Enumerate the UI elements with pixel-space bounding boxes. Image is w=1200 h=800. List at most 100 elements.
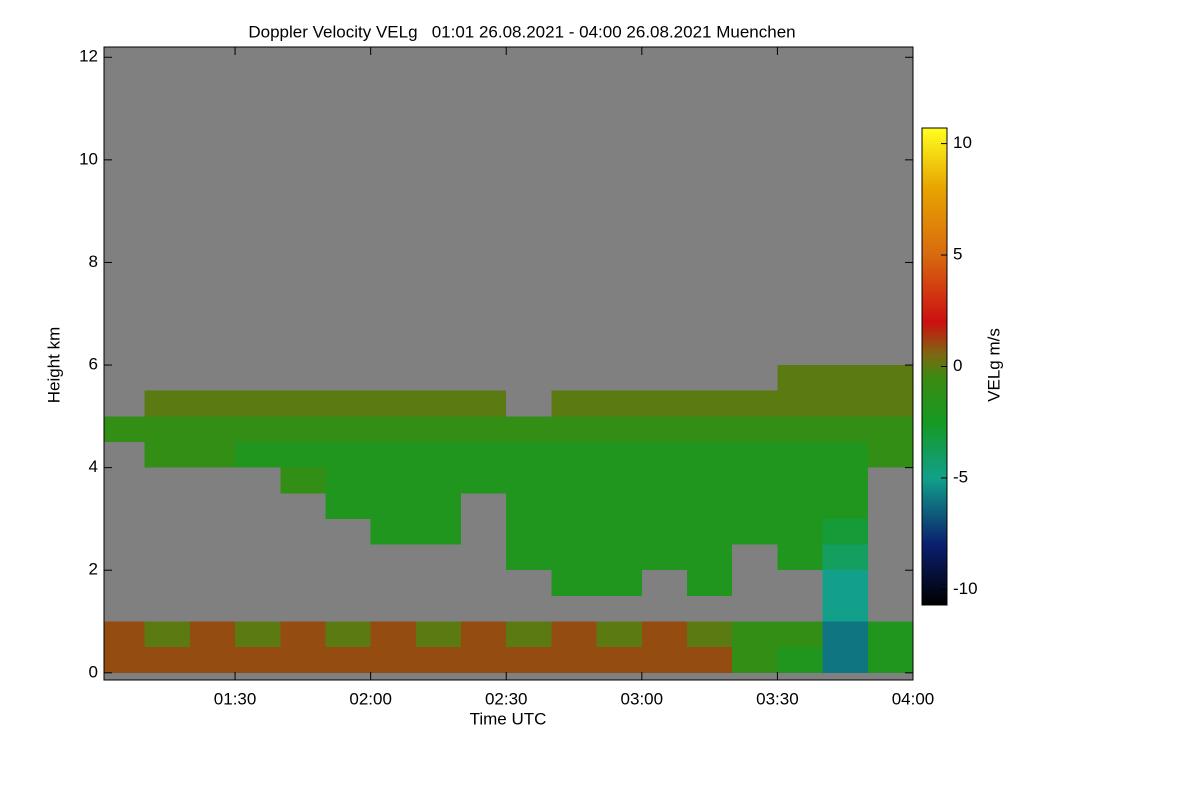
heatmap-cell	[144, 390, 190, 417]
colorbar-tick-label: 10	[953, 133, 972, 152]
heatmap-cell	[641, 647, 688, 673]
heatmap-cell	[777, 544, 823, 571]
heatmap-cell	[596, 647, 642, 673]
heatmap-cell	[777, 518, 823, 545]
heatmap-cell	[687, 441, 733, 468]
heatmap-cell	[596, 467, 642, 494]
heatmap-cell	[777, 441, 823, 468]
heatmap-cell	[415, 467, 462, 494]
colorbar-tick-label: 0	[953, 356, 962, 375]
heatmap-cell	[822, 493, 868, 519]
heatmap-cell	[822, 416, 868, 442]
heatmap-cell	[461, 441, 507, 468]
heatmap-cell	[596, 416, 642, 442]
heatmap-cell	[687, 518, 733, 545]
heatmap-cell	[777, 621, 823, 648]
heatmap-cell	[687, 493, 733, 519]
heatmap-cell	[461, 416, 507, 442]
heatmap-cell	[325, 467, 371, 494]
y-tick-label: 0	[89, 662, 98, 681]
heatmap-cell	[732, 493, 778, 519]
plot-frame	[103, 46, 914, 681]
heatmap-cell	[415, 647, 462, 673]
heatmap-cell	[280, 621, 326, 648]
heatmap-cell	[189, 647, 236, 673]
heatmap-cell	[687, 570, 733, 596]
heatmap-cell	[415, 441, 462, 468]
heatmap-cell	[732, 467, 778, 494]
x-tick-label: 03:30	[756, 689, 799, 708]
heatmap-cell	[461, 647, 507, 673]
heatmap-cell	[777, 390, 823, 417]
heatmap-cell	[325, 493, 371, 519]
heatmap-cell	[370, 518, 416, 545]
heatmap-cell	[551, 467, 597, 494]
heatmap-cell	[551, 570, 597, 596]
x-tick-label: 03:00	[621, 689, 664, 708]
heatmap-cell	[822, 595, 868, 622]
heatmap-cell	[144, 621, 190, 648]
x-tick-label: 04:00	[892, 689, 935, 708]
heatmap-cell	[370, 621, 416, 648]
heatmap-cell	[641, 441, 688, 468]
heatmap-cell	[641, 416, 688, 442]
heatmap-cell	[641, 518, 688, 545]
heatmap-cell	[596, 493, 642, 519]
colorbar-tick-label: 5	[953, 245, 962, 264]
y-tick-label: 4	[89, 457, 98, 476]
y-tick-label: 6	[89, 355, 98, 374]
heatmap-cell	[822, 544, 868, 571]
heatmap-cell	[596, 441, 642, 468]
heatmap-cell	[867, 365, 913, 391]
heatmap-cell	[822, 365, 868, 391]
heatmap-cell	[370, 647, 416, 673]
y-tick-label: 10	[79, 149, 98, 168]
heatmap-cell	[551, 544, 597, 571]
heatmap-cell	[235, 621, 281, 648]
heatmap-cell	[822, 621, 868, 648]
heatmap-cell	[777, 416, 823, 442]
heatmap-cell	[822, 390, 868, 417]
heatmap-cell	[551, 441, 597, 468]
heatmap-cell	[461, 390, 507, 417]
heatmap-cell	[415, 416, 462, 442]
heatmap-cell	[370, 390, 416, 417]
heatmap-cell	[415, 518, 462, 545]
heatmap-cell	[506, 493, 552, 519]
heatmap-cell	[641, 467, 688, 494]
y-tick-label: 2	[89, 560, 98, 579]
heatmap-cell	[732, 416, 778, 442]
heatmap-cell	[104, 621, 145, 648]
heatmap-cell	[144, 441, 190, 468]
colorbar-tick-label: -10	[953, 579, 978, 598]
heatmap-cell	[506, 544, 552, 571]
heatmap-cell	[280, 467, 326, 494]
heatmap-cell	[325, 621, 371, 648]
heatmap-cell	[235, 390, 281, 417]
heatmap-cell	[867, 441, 913, 468]
heatmap-cell	[104, 416, 145, 442]
heatmap-cell	[687, 416, 733, 442]
heatmap-cell	[822, 467, 868, 494]
heatmap-cell	[641, 390, 688, 417]
plot-background	[104, 47, 913, 680]
heatmap-cell	[235, 416, 281, 442]
heatmap-cell	[506, 467, 552, 494]
heatmap-cell	[415, 621, 462, 648]
heatmap-cell	[732, 621, 778, 648]
heatmap-cell	[822, 647, 868, 673]
heatmap-cell	[777, 467, 823, 494]
heatmap-cell	[641, 544, 688, 571]
y-tick-label: 12	[79, 47, 98, 66]
heatmap-cell	[867, 390, 913, 417]
heatmap-cell	[551, 647, 597, 673]
heatmap-cell	[280, 441, 326, 468]
heatmap-cell	[687, 621, 733, 648]
heatmap-cell	[551, 416, 597, 442]
heatmap-cell	[370, 441, 416, 468]
heatmap-cell	[189, 441, 236, 468]
heatmap-cell	[822, 570, 868, 596]
heatmap-cell	[641, 493, 688, 519]
heatmap-cell	[551, 493, 597, 519]
x-axis-label: Time UTC	[470, 709, 547, 728]
